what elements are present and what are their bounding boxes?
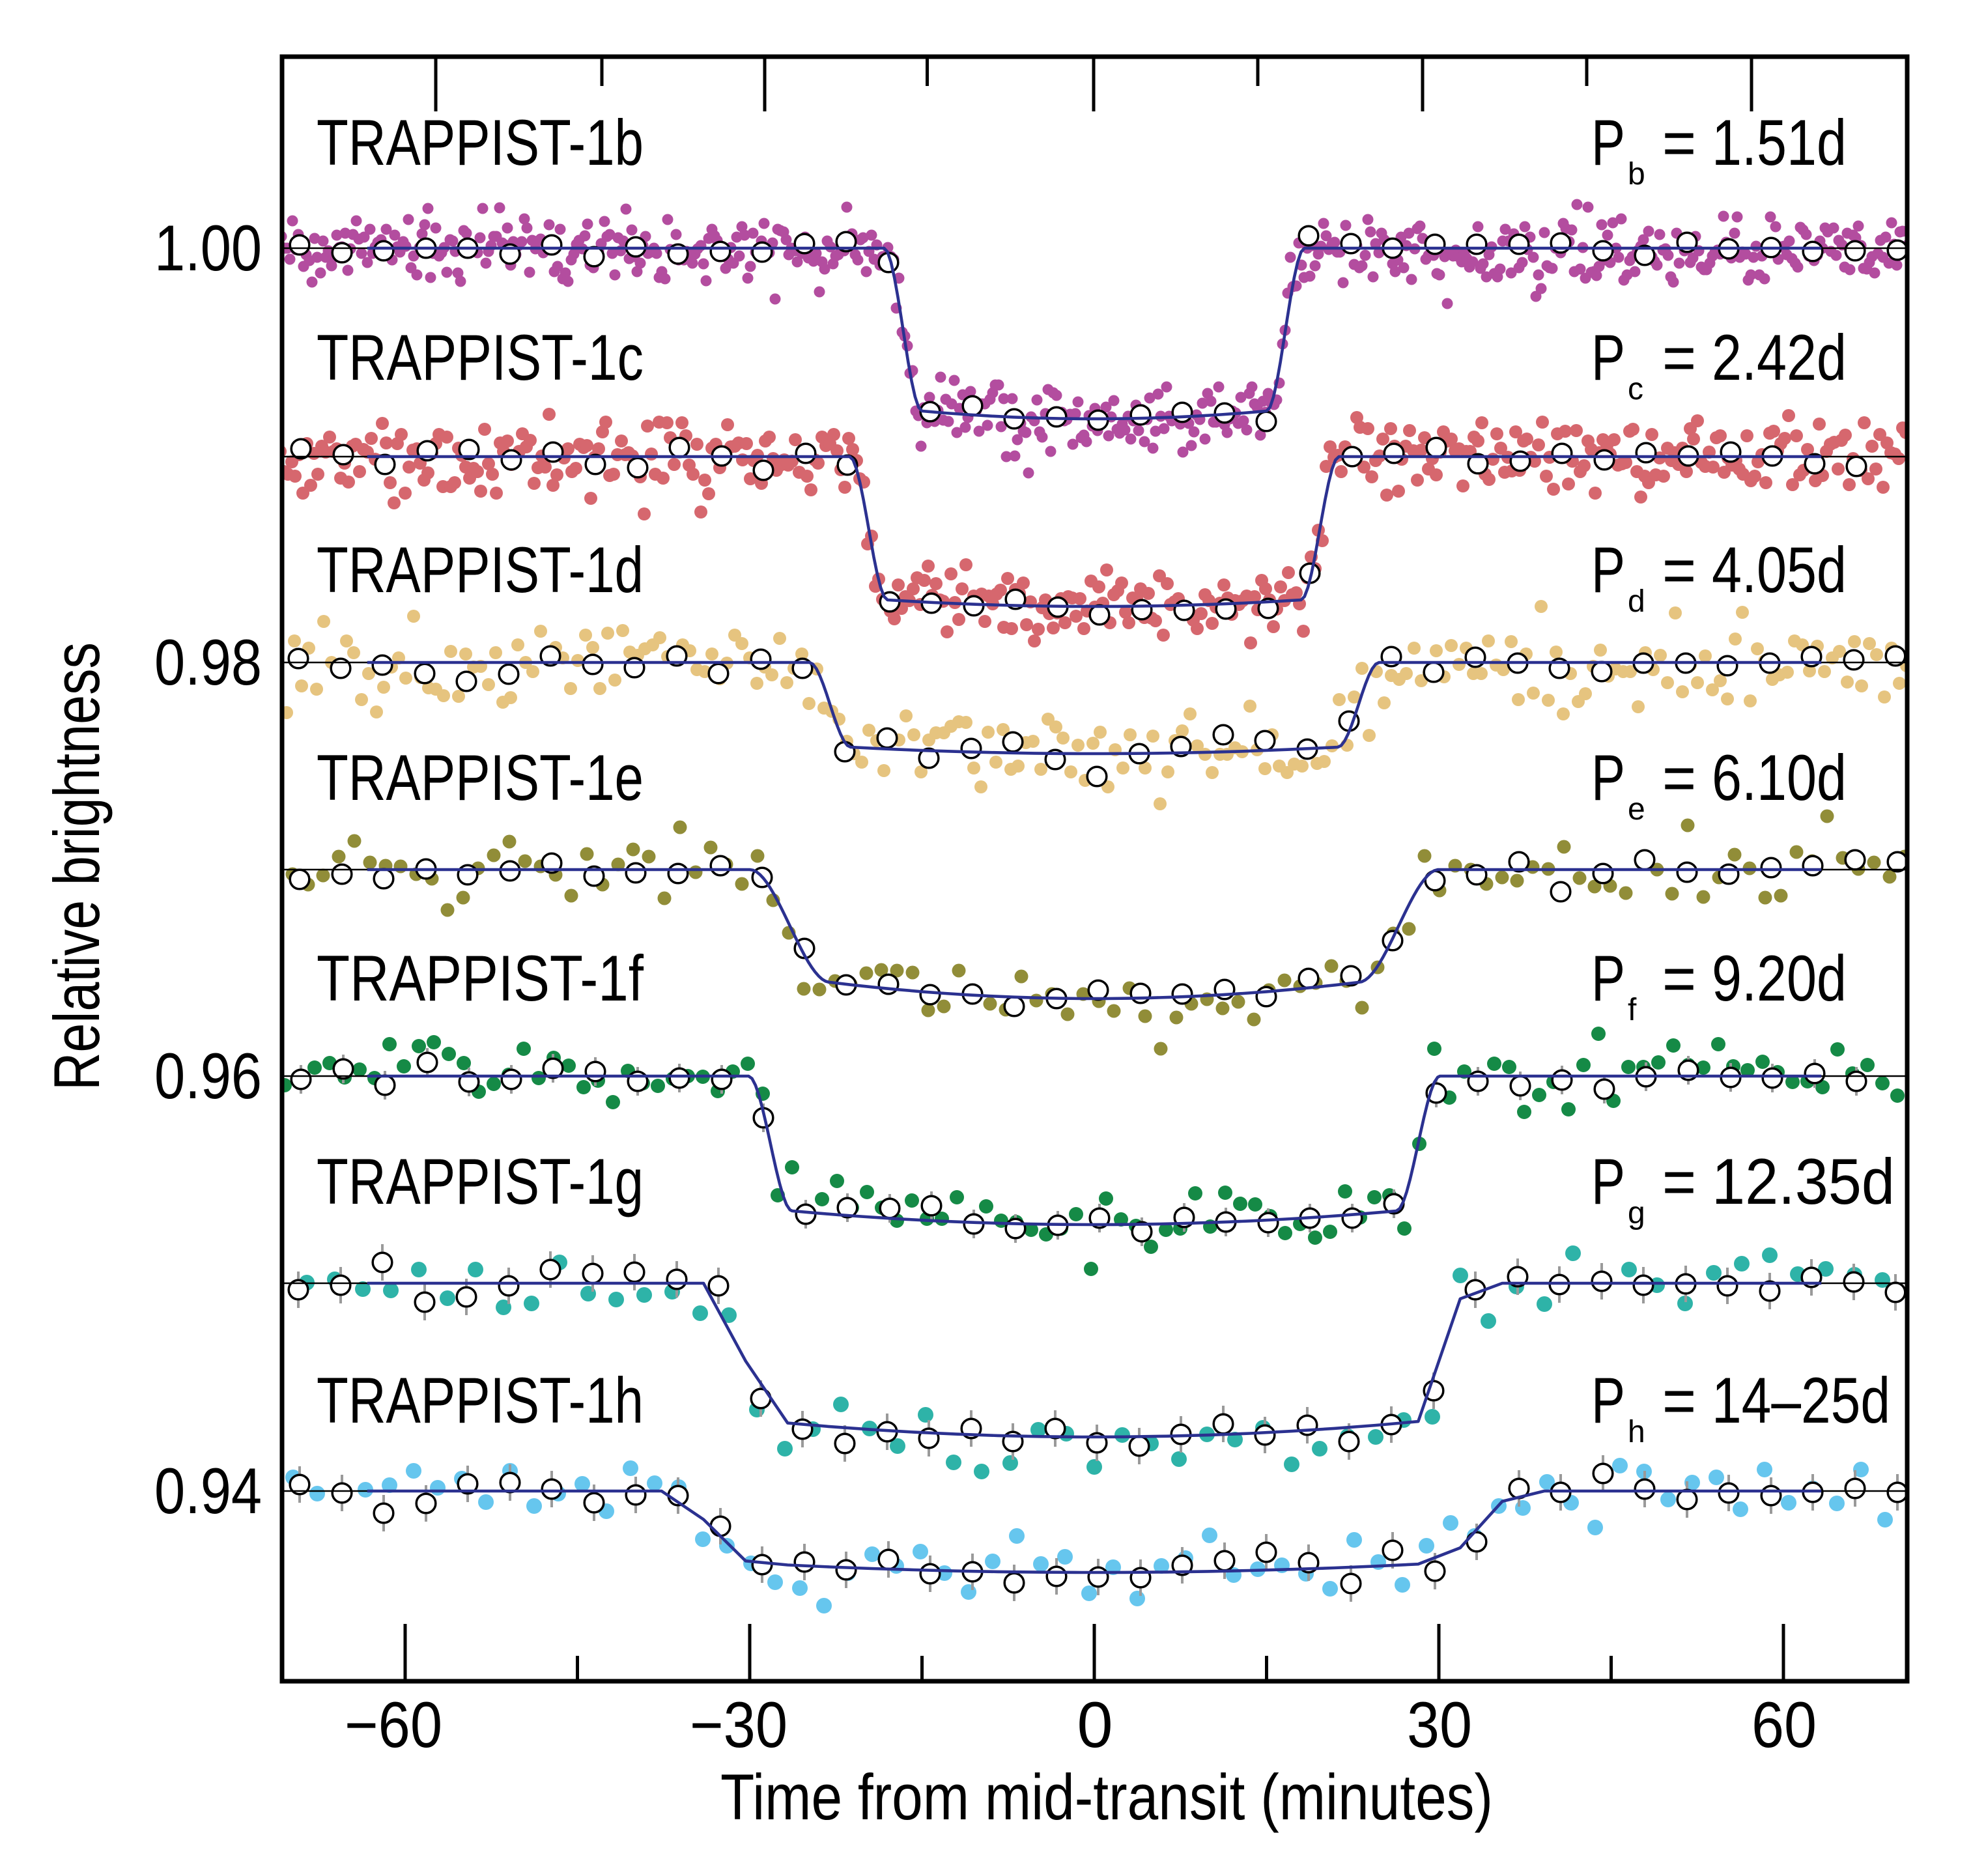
svg-text:TRAPPIST-1e: TRAPPIST-1e	[317, 741, 644, 814]
svg-text:30: 30	[1407, 1688, 1472, 1761]
svg-text:=: =	[1662, 1145, 1696, 1217]
svg-text:−60: −60	[345, 1688, 442, 1761]
svg-text:=: =	[1662, 321, 1696, 393]
svg-text:g: g	[1628, 1196, 1645, 1230]
svg-text:TRAPPIST-1h: TRAPPIST-1h	[317, 1364, 644, 1436]
svg-text:14–25d: 14–25d	[1712, 1364, 1890, 1436]
svg-text:1.51d: 1.51d	[1712, 106, 1847, 178]
svg-text:P: P	[1591, 321, 1625, 393]
svg-text:TRAPPIST-1d: TRAPPIST-1d	[317, 533, 644, 606]
svg-text:=: =	[1662, 741, 1696, 814]
svg-text:Relative brightness: Relative brightness	[40, 642, 113, 1090]
svg-text:=: =	[1662, 942, 1696, 1014]
svg-text:9.20d: 9.20d	[1712, 942, 1847, 1014]
svg-text:−30: −30	[690, 1688, 787, 1761]
svg-text:h: h	[1628, 1415, 1645, 1449]
svg-text:P: P	[1591, 533, 1625, 606]
svg-text:2.42d: 2.42d	[1712, 321, 1847, 393]
svg-text:0.98: 0.98	[154, 626, 262, 698]
svg-text:Time from mid-transit (minutes: Time from mid-transit (minutes)	[720, 1761, 1493, 1833]
svg-text:0: 0	[1077, 1688, 1113, 1761]
svg-text:12.35d: 12.35d	[1712, 1145, 1895, 1217]
svg-text:6.10d: 6.10d	[1712, 741, 1847, 814]
svg-text:P: P	[1591, 1145, 1625, 1217]
svg-text:1.00: 1.00	[154, 212, 262, 284]
svg-text:f: f	[1628, 993, 1637, 1027]
svg-text:=: =	[1662, 533, 1696, 606]
svg-text:c: c	[1628, 372, 1643, 406]
svg-text:0.94: 0.94	[154, 1455, 262, 1527]
svg-text:TRAPPIST-1b: TRAPPIST-1b	[317, 106, 644, 178]
svg-text:P: P	[1591, 741, 1625, 814]
svg-text:60: 60	[1752, 1688, 1817, 1761]
svg-text:TRAPPIST-1c: TRAPPIST-1c	[317, 321, 644, 393]
svg-text:e: e	[1628, 792, 1645, 827]
svg-text:0.96: 0.96	[154, 1040, 262, 1112]
svg-text:TRAPPIST-1f: TRAPPIST-1f	[317, 942, 644, 1014]
svg-text:4.05d: 4.05d	[1712, 533, 1847, 606]
svg-text:P: P	[1591, 942, 1625, 1014]
svg-text:d: d	[1628, 584, 1645, 619]
svg-text:P: P	[1591, 1364, 1625, 1436]
svg-text:=: =	[1662, 106, 1696, 178]
svg-text:TRAPPIST-1g: TRAPPIST-1g	[317, 1145, 644, 1217]
svg-text:P: P	[1591, 106, 1625, 178]
svg-text:=: =	[1662, 1364, 1696, 1436]
svg-text:b: b	[1628, 157, 1645, 192]
